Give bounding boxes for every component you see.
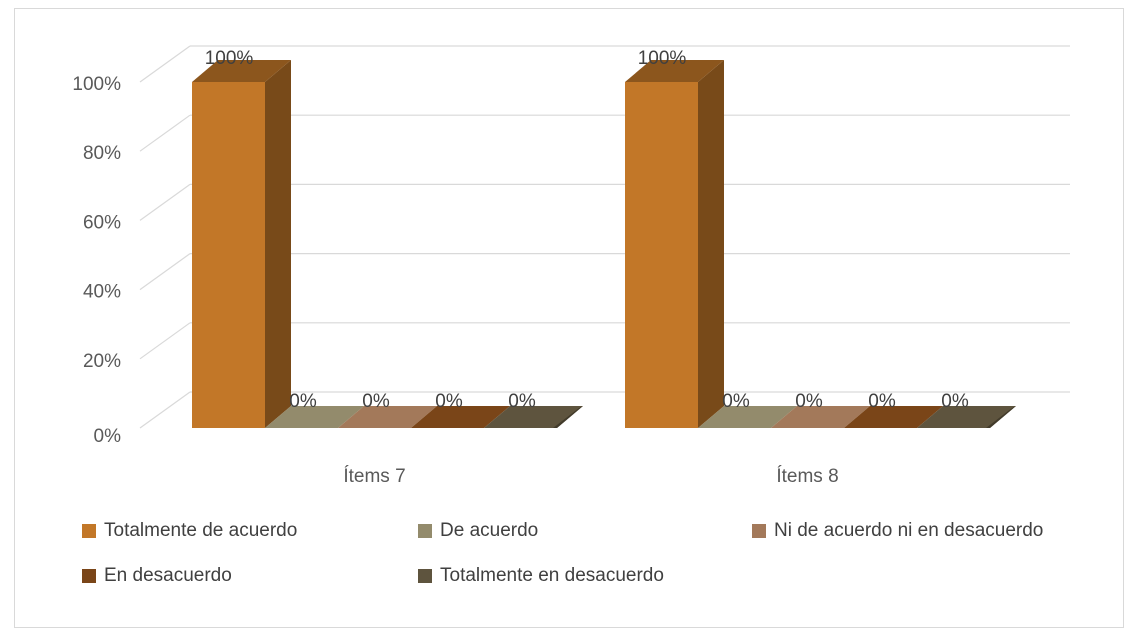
bar-zero (265, 406, 364, 428)
y-tick-label: 20% (83, 351, 121, 372)
y-axis: 0% 20% 40% 60% 80% 100% (72, 74, 121, 447)
gridline-wall (139, 322, 191, 360)
bar-top (192, 60, 291, 82)
bar-side (265, 60, 291, 428)
gridline-wall (139, 391, 191, 429)
bar-zero-edge (553, 406, 583, 428)
bar-zero (338, 406, 437, 428)
y-tick-label: 80% (83, 143, 121, 164)
gridline-wall (139, 45, 191, 83)
bars (192, 60, 1016, 428)
bar-zero (771, 406, 870, 428)
data-label: 100% (638, 48, 687, 69)
bar-zero (484, 406, 583, 428)
bar-chart: 0%20%40%60%80%100% 100%0% 0% 0% 0%100%0% 0% 0… (72, 45, 1070, 487)
gridline-wall (139, 183, 191, 221)
bar-zero-edge (986, 406, 1016, 428)
data-label: 0% (722, 391, 750, 412)
data-label: 0% (435, 391, 463, 412)
y-tick-label: 0% (94, 426, 122, 447)
gridline-wall (139, 253, 191, 291)
y-tick-label: 40% (83, 282, 121, 303)
data-label: 100% (205, 48, 254, 69)
y-tick-label: 100% (72, 74, 121, 95)
data-label: 0% (289, 391, 317, 412)
gridline-wall (139, 114, 191, 152)
data-label: 0% (362, 391, 390, 412)
bar-zero (698, 406, 797, 428)
bar-zero (917, 406, 1016, 428)
data-label: 0% (508, 391, 536, 412)
x-axis: Ítems 7 Ítems 8 (343, 466, 838, 487)
data-label: 0% (868, 391, 896, 412)
data-label: 0% (941, 391, 969, 412)
bar-side (698, 60, 724, 428)
data-labels: 100% 0% 0% 0% 0% 100% 0% 0% 0% 0% (205, 48, 969, 412)
bar-zero (411, 406, 510, 428)
x-category-label: Ítems 8 (776, 466, 838, 487)
bar-front (192, 82, 265, 428)
bar-zero (844, 406, 943, 428)
y-tick-label: 60% (83, 212, 121, 233)
bar-top (625, 60, 724, 82)
data-label: 0% (795, 391, 823, 412)
bar-front (625, 82, 698, 428)
x-category-label: Ítems 7 (343, 466, 405, 487)
